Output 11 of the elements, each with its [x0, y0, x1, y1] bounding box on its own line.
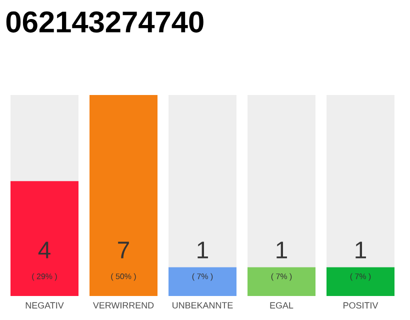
data-label: 4: [38, 242, 50, 258]
data-label: 1: [356, 242, 366, 258]
data-label: 1: [198, 242, 208, 258]
data-label: 1: [276, 242, 287, 258]
data-label: 7: [118, 242, 129, 258]
x-tick-label: VERWIRREND: [92, 302, 154, 308]
x-tick-label: POSITIV: [344, 302, 378, 309]
x-tick-label: EGAL: [270, 302, 294, 309]
chart-title: 062143274740: [6, 11, 204, 33]
x-tick-label: UNBEKANNTE: [172, 302, 233, 308]
x-tick-label: NEGATIV: [26, 302, 64, 309]
